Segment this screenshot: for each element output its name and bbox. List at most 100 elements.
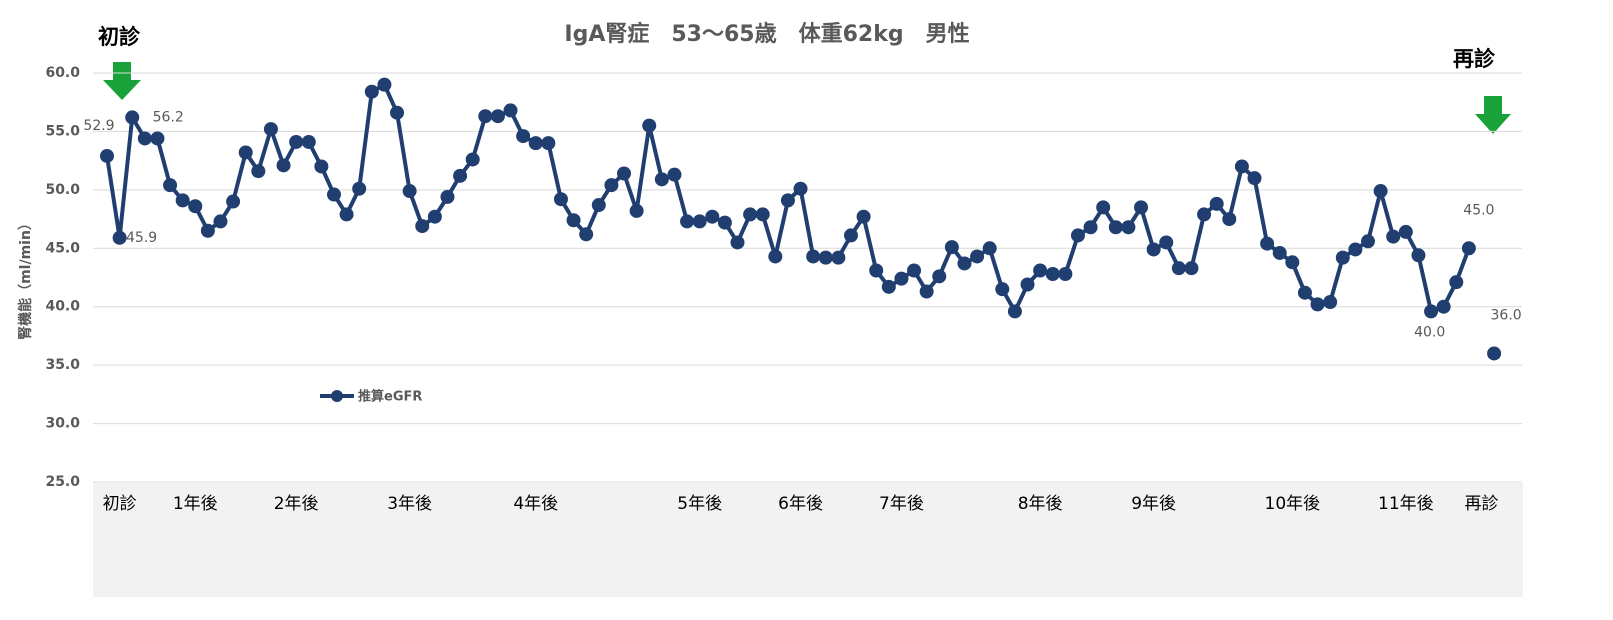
x-tick-label: 6年後 xyxy=(778,494,823,514)
x-tick-label: 9年後 xyxy=(1131,494,1176,514)
point xyxy=(1184,261,1199,276)
point xyxy=(1260,236,1275,251)
point xyxy=(1348,242,1363,257)
point xyxy=(1134,200,1149,215)
point xyxy=(1398,224,1413,239)
point xyxy=(881,279,896,294)
point xyxy=(163,178,178,193)
point xyxy=(1411,248,1426,263)
x-tick-label: 4年後 xyxy=(513,494,558,514)
point xyxy=(1083,220,1098,235)
point xyxy=(1449,275,1464,290)
point xyxy=(251,164,266,179)
y-tick-label: 60.0 xyxy=(45,65,80,81)
point xyxy=(238,145,253,160)
point xyxy=(1234,159,1249,174)
point xyxy=(1335,250,1350,265)
data-label: 45.9 xyxy=(126,230,157,246)
point xyxy=(1197,207,1212,222)
point xyxy=(541,136,556,151)
point xyxy=(932,269,947,284)
data-label: 45.0 xyxy=(1463,202,1494,218)
point xyxy=(1424,304,1439,319)
arrow xyxy=(103,62,141,100)
legend: 推算eGFR xyxy=(320,389,422,405)
series-line xyxy=(107,85,1494,354)
point xyxy=(112,230,127,245)
point xyxy=(1297,285,1312,300)
point xyxy=(175,193,190,208)
point xyxy=(125,110,140,125)
x-tick-label: 再診 xyxy=(1464,494,1498,514)
point xyxy=(579,227,594,242)
point xyxy=(150,131,165,146)
point xyxy=(1070,228,1085,243)
axis-band xyxy=(93,483,1523,597)
y-tick-label: 50.0 xyxy=(45,182,80,198)
point xyxy=(1285,255,1300,270)
point xyxy=(364,84,379,99)
annotation: 再診 xyxy=(1453,47,1496,71)
point xyxy=(944,240,959,255)
point xyxy=(1272,245,1287,260)
point xyxy=(629,203,644,218)
point xyxy=(226,194,241,209)
y-tick-label: 45.0 xyxy=(45,240,80,256)
point xyxy=(995,282,1010,297)
point xyxy=(730,235,745,250)
point xyxy=(856,209,871,224)
point xyxy=(1436,299,1451,314)
point xyxy=(1361,234,1375,249)
point xyxy=(1007,304,1022,319)
data-label: 36.0 xyxy=(1491,307,1522,323)
point xyxy=(478,109,493,124)
point xyxy=(1323,295,1338,310)
point xyxy=(377,77,392,92)
point xyxy=(907,263,922,278)
point xyxy=(326,187,341,202)
y-tick-label: 35.0 xyxy=(45,357,80,373)
point xyxy=(680,214,695,229)
point xyxy=(516,129,531,144)
point xyxy=(276,158,291,173)
point xyxy=(1159,235,1174,250)
point xyxy=(780,193,795,208)
legend-label: 推算eGFR xyxy=(358,389,422,405)
point xyxy=(768,249,783,264)
point xyxy=(1020,277,1035,292)
x-tick-label: 10年後 xyxy=(1265,494,1321,514)
y-tick-label: 30.0 xyxy=(45,416,80,432)
point xyxy=(894,271,909,286)
point xyxy=(793,181,808,196)
point xyxy=(503,103,518,118)
data-label: 52.9 xyxy=(83,118,114,134)
x-tick-label: 7年後 xyxy=(879,494,924,514)
point xyxy=(440,189,455,204)
point xyxy=(667,167,682,182)
legend-marker xyxy=(331,390,343,402)
point xyxy=(490,109,505,124)
point xyxy=(314,159,329,174)
point xyxy=(1461,241,1476,256)
point xyxy=(843,228,858,243)
point xyxy=(301,134,316,149)
point xyxy=(1096,200,1111,215)
point xyxy=(1146,242,1161,257)
point xyxy=(352,181,367,196)
point xyxy=(919,284,934,299)
point xyxy=(982,241,997,256)
point xyxy=(566,213,581,228)
point xyxy=(289,134,304,149)
point xyxy=(1033,263,1048,278)
y-tick-label: 25.0 xyxy=(45,474,80,490)
point xyxy=(604,178,619,193)
point xyxy=(806,249,821,264)
point xyxy=(213,214,228,229)
data-label: 40.0 xyxy=(1414,325,1445,341)
point xyxy=(465,152,480,167)
point xyxy=(1121,220,1136,235)
annotation: 初診 xyxy=(98,25,141,49)
point xyxy=(654,172,669,187)
point xyxy=(339,207,354,222)
point xyxy=(1487,346,1502,361)
